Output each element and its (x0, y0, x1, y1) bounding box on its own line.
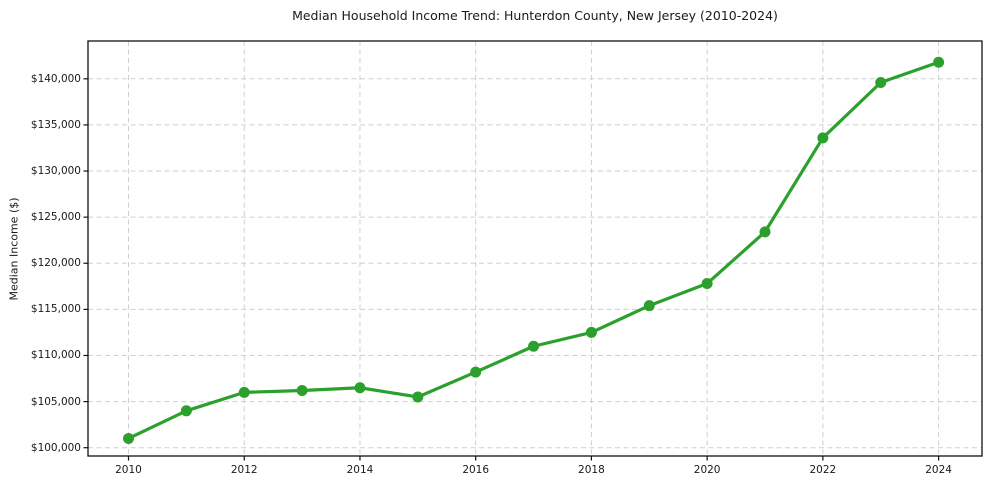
data-point (759, 226, 771, 238)
y-tick-label: $135,000 (30, 118, 81, 131)
chart-title: Median Household Income Trend: Hunterdon… (292, 8, 778, 23)
data-point (470, 366, 482, 378)
y-tick-label: $125,000 (30, 211, 81, 224)
x-tick-label: 2022 (809, 464, 837, 476)
y-tick-label: $110,000 (30, 349, 81, 362)
data-point (817, 132, 829, 144)
data-point (585, 326, 597, 338)
x-tick-label: 2014 (346, 464, 374, 476)
data-point (238, 386, 250, 398)
x-tick-label: 2020 (693, 464, 721, 476)
x-tick-label: 2016 (462, 464, 490, 476)
data-point (701, 278, 713, 290)
x-tick-label: 2024 (925, 464, 952, 476)
y-tick-label: $130,000 (30, 165, 81, 178)
data-point (180, 405, 192, 417)
x-tick-label: 2012 (230, 464, 258, 476)
data-point (123, 432, 135, 444)
data-point (643, 300, 655, 312)
y-tick-label: $120,000 (30, 257, 81, 270)
data-point (528, 340, 540, 352)
data-point (412, 391, 424, 403)
data-point (875, 77, 887, 88)
y-tick-label: $105,000 (30, 395, 81, 408)
y-tick-label: $100,000 (30, 441, 81, 454)
data-point (354, 382, 366, 394)
data-point (296, 385, 308, 397)
y-tick-label: $140,000 (30, 72, 81, 85)
y-tick-label: $115,000 (30, 303, 81, 316)
x-tick-label: 2018 (578, 464, 605, 476)
income-trend-line (126, 60, 941, 441)
data-point (933, 56, 945, 68)
plot-border (87, 40, 983, 457)
x-tick-label: 2010 (115, 464, 142, 476)
